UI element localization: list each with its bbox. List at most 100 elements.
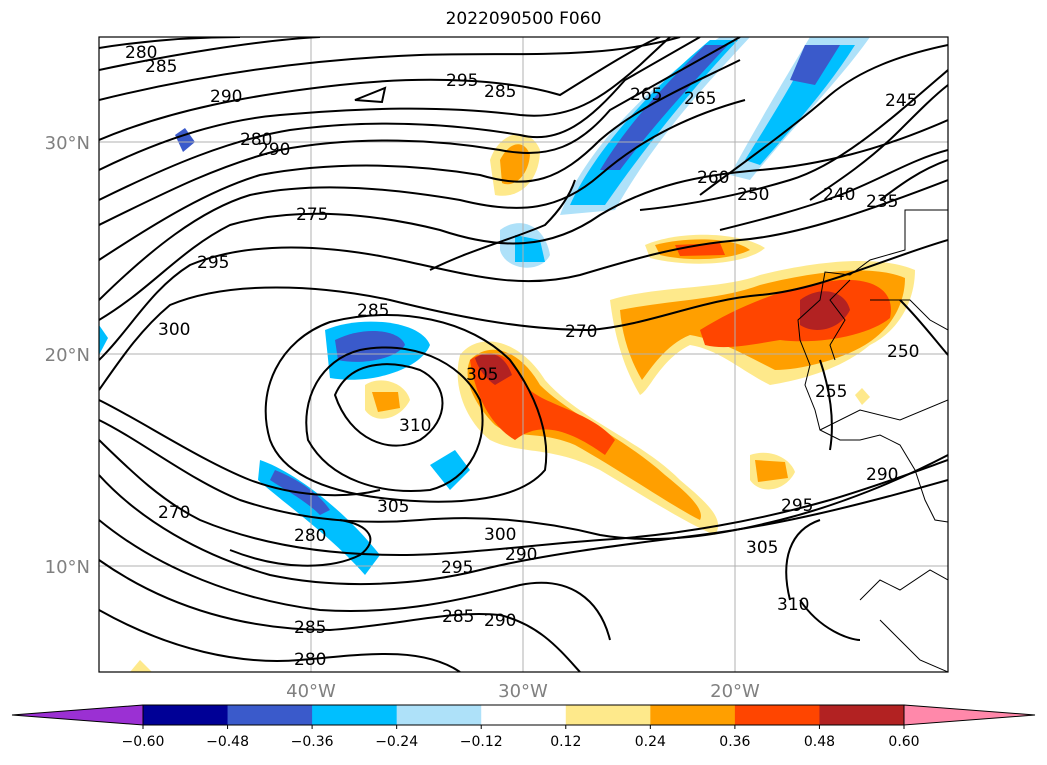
colorbar-tick-label: 0.60 [888,734,919,750]
map-frame [98,36,949,673]
lon-tick-30w: 30°W [498,681,548,702]
colorbar-segment [396,705,482,725]
positive-anomaly-east-peak [800,291,850,330]
contour-line [879,159,948,201]
negative-anomaly-ne-band2-core [745,45,855,165]
colorbar-tick-label: −0.24 [375,734,418,750]
contour-label: 300 [484,525,516,545]
colorbar-segment [227,705,313,725]
contour-label: 280 [294,526,326,546]
contour-line [99,179,948,361]
contour-line [785,519,821,601]
colorbar-segments [11,704,1036,726]
colorbar-tick-label: −0.60 [122,734,165,750]
contour-label: 300 [158,320,190,340]
contour-line [99,37,661,141]
border-line [870,299,948,331]
lat-tick-30n: 30°N [45,133,90,154]
map-gridlines [99,37,948,672]
lon-tick-40w: 40°W [286,681,336,702]
contour-line [354,86,387,104]
colorbar-extend-high [903,704,1036,726]
border-line [819,399,948,431]
contour-label: 235 [866,192,898,212]
contour-line [264,314,548,503]
lat-tick-10n: 10°N [45,557,90,578]
positive-anomaly-coast-core [755,460,788,482]
negative-anomaly-small-3 [175,128,195,152]
lat-tick-20n: 20°N [45,345,90,366]
contour-label: 280 [125,43,157,63]
negative-anomaly-ne-band2-inner [790,45,840,85]
contour-label: 295 [781,496,813,516]
contour-label: 285 [145,57,177,77]
contour-label: 285 [442,607,474,627]
contour-line [99,519,611,641]
contour-label: 270 [565,322,597,342]
contour-line [429,179,576,271]
contour-line [809,84,948,201]
contour-line [99,609,461,672]
contour-line [99,37,241,49]
negative-anomaly-ne-band-inner [600,45,728,170]
contour-label: 255 [815,382,847,402]
contour-label: 275 [296,205,328,225]
positive-anomaly-small-5 [130,660,152,672]
contour-label: 280 [294,650,326,670]
contour-label: 250 [737,185,769,205]
contour-label: 240 [823,185,855,205]
contour-line [699,44,948,196]
west-africa-inland [829,279,851,361]
contour-label: 250 [887,342,919,362]
contour-line [229,519,372,567]
contour-label: 305 [377,497,409,517]
colorbar: −0.60 −0.48 −0.36 −0.24 −0.12 0.12 0.24 0.36 0.4… [11,704,1036,750]
colorbar-segment [565,705,651,725]
colorbar-segment [143,705,229,725]
map-title: 2022090500 F060 [445,9,602,29]
contour-line [99,59,741,261]
contour-line [99,239,948,391]
contour-line [719,149,948,231]
contour-label: 305 [466,365,498,385]
colorbar-tick-label: 0.12 [550,734,581,750]
contour-label: 290 [258,140,290,160]
contour-label: 295 [446,71,478,91]
positive-anomaly-east-inner [700,279,891,348]
contour-line [99,439,948,557]
contour-label: 265 [684,89,716,109]
colorbar-extend-low [11,704,144,726]
border-line [879,619,948,672]
negative-anomaly-small-2 [430,450,470,490]
contour-label: 290 [866,465,898,485]
contour-labels: 280 285 290 295 285 280 290 275 295 300 … [125,43,919,670]
contour-label: 265 [630,85,662,105]
contour-label: 310 [777,595,809,615]
contour-line [899,299,948,356]
contour-line [333,363,444,447]
contour-label: 290 [484,611,516,631]
colorbar-segment [650,705,736,725]
coastlines [797,209,948,672]
contour-label: 260 [697,168,729,188]
colorbar-ticks: −0.60 −0.48 −0.36 −0.24 −0.12 0.12 0.24 0.36 0.4… [122,725,920,750]
contour-line [99,37,681,101]
positive-anomaly-center-inner [470,353,615,455]
colorbar-segment [819,705,905,725]
border-line [859,569,948,601]
contour-line [639,69,948,211]
contour-label: 245 [885,91,917,111]
longitude-tick-labels: 40°W 30°W 20°W [286,681,760,702]
contour-line [99,399,381,497]
contour-line [99,119,948,321]
colorbar-segment [481,705,567,725]
contour-label: 295 [441,558,473,578]
colorbar-tick-label: 0.24 [635,734,666,750]
contour-line [99,37,671,171]
contour-line [99,419,948,541]
contour-label: 295 [197,253,229,273]
contour-line [305,346,484,492]
colorbar-tick-label: −0.36 [291,734,334,750]
positive-anomaly-center-peak [475,353,512,385]
